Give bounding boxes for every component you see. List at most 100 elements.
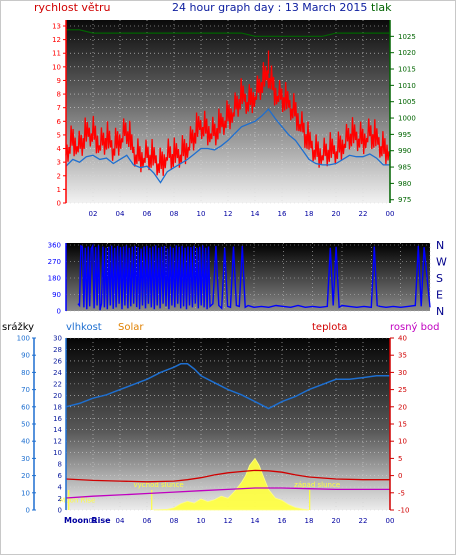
wind-y-tick-label: 6 — [57, 118, 62, 126]
rain-tick-label: 40 — [21, 438, 30, 446]
rain-label: srážky — [2, 321, 34, 333]
wind-x-tick-label: 06 — [143, 210, 152, 218]
climate-x-tick-label: 18 — [305, 517, 314, 525]
dewpoint-line — [65, 487, 390, 499]
humidity-tick-label: 0 — [58, 507, 62, 515]
rain-tick-label: 50 — [21, 421, 30, 429]
wind-y-tick-label: 8 — [57, 91, 61, 99]
direction-panel-series — [77, 243, 431, 311]
humidity-tick-label: 6 — [58, 472, 63, 480]
humidity-line — [65, 363, 390, 410]
humidity-tick-label: 20 — [53, 392, 62, 400]
climate-x-tick-label: 14 — [251, 517, 260, 525]
direction-y-tick-label: 90 — [52, 291, 61, 299]
solar-area — [153, 457, 310, 511]
pressure-tick-label: 975 — [398, 196, 411, 204]
wind-panel-axes: 02 04 06 08 10 12 14 16 18 20 22 000123456789101112… — [52, 20, 416, 218]
wind-panel-series — [65, 29, 391, 184]
humidity-tick-label: 30 — [53, 335, 62, 343]
humidity-tick-label: 8 — [58, 461, 62, 469]
pressure-tick-label: 1005 — [398, 98, 416, 106]
page-title: 24 hour graph day : 13 March 2015 — [172, 1, 367, 14]
climate-x-tick-label: 22 — [359, 517, 368, 525]
pressure-tick-label: 1020 — [398, 49, 416, 57]
compass-label: S — [436, 272, 443, 285]
climate-x-tick-label: 16 — [278, 517, 287, 525]
temperature-tick-label: 10 — [398, 438, 407, 446]
climate-x-tick-label: 08 — [170, 517, 179, 525]
temperature-tick-label: 15 — [398, 421, 407, 429]
humidity-label: vlhkost — [66, 322, 102, 333]
humidity-tick-label: 26 — [53, 357, 62, 365]
climate-panel-series: východ slunce západ slunce Moon Rise — [59, 363, 390, 511]
temperature-tick-label: 25 — [398, 386, 407, 394]
compass-label: N — [436, 239, 444, 252]
humidity-tick-label: 22 — [53, 380, 62, 388]
temperature-tick-label: 40 — [398, 335, 407, 343]
temperature-tick-label: 5 — [398, 455, 402, 463]
compass-label: E — [436, 289, 443, 302]
climate-x-tick-label: 12 — [224, 517, 233, 525]
temperature-tick-label: 20 — [398, 403, 407, 411]
temperature-tick-label: -10 — [398, 507, 409, 515]
wind-speed-label: rychlost větru — [34, 1, 110, 14]
rain-tick-label: 0 — [26, 507, 30, 515]
compass-label: N — [436, 305, 444, 318]
wind-y-tick-label: 12 — [52, 36, 61, 44]
wind-x-tick-label: 02 — [89, 210, 98, 218]
temperature-tick-label: 30 — [398, 369, 407, 377]
temperature-tick-label: 35 — [398, 352, 407, 360]
climate-x-tick-label: 06 — [143, 517, 152, 525]
temperature-tick-label: -5 — [398, 489, 405, 497]
rain-tick-label: 10 — [21, 489, 30, 497]
rain-tick-label: 30 — [21, 455, 30, 463]
pressure-label: tlak — [371, 1, 392, 14]
wind-x-tick-label: 04 — [116, 210, 125, 218]
wind-y-tick-label: 0 — [57, 200, 61, 208]
rain-tick-label: 70 — [21, 386, 30, 394]
temperature-tick-label: 0 — [398, 472, 402, 480]
humidity-tick-label: 16 — [53, 415, 62, 423]
humidity-tick-label: 18 — [53, 403, 62, 411]
wind-y-tick-label: 3 — [57, 159, 61, 167]
solar-label: Solar — [118, 322, 144, 333]
wind-y-tick-label: 7 — [57, 104, 61, 112]
rain-tick-label: 20 — [21, 472, 30, 480]
climate-x-tick-label: 00 — [386, 517, 395, 525]
direction-y-tick-label: 0 — [57, 308, 61, 316]
humidity-tick-label: 28 — [53, 346, 62, 354]
temperature-label: teplota — [312, 322, 347, 333]
wind-direction-line — [77, 243, 431, 311]
pressure-tick-label: 985 — [398, 164, 411, 172]
pressure-tick-label: 1025 — [398, 33, 416, 41]
pressure-tick-label: 990 — [398, 147, 411, 155]
pressure-tick-label: 1010 — [398, 82, 416, 90]
climate-x-tick-label: 20 — [332, 517, 341, 525]
wind-x-tick-label: 18 — [305, 210, 314, 218]
climate-x-tick-label: 02 — [89, 517, 98, 525]
wind-x-tick-label: 00 — [386, 210, 395, 218]
wind-x-tick-label: 22 — [359, 210, 368, 218]
rain-tick-label: 90 — [21, 352, 30, 360]
wind-y-tick-label: 1 — [57, 186, 61, 194]
wind-x-tick-label: 12 — [224, 210, 233, 218]
wind-y-tick-label: 2 — [57, 172, 61, 180]
wind-gust-line — [65, 62, 391, 176]
wind-x-tick-label: 14 — [251, 210, 260, 218]
direction-panel-axes: 0 N 90 E 180 S 270 W 360 N — [48, 239, 447, 318]
sunrise-annotation: východ slunce — [134, 481, 184, 489]
humidity-tick-label: 14 — [53, 426, 62, 434]
direction-y-tick-label: 360 — [48, 242, 61, 250]
temperature-line — [65, 469, 390, 483]
pressure-tick-label: 1015 — [398, 66, 416, 74]
humidity-tick-label: 12 — [53, 438, 62, 446]
wind-x-tick-label: 16 — [278, 210, 287, 218]
wind-y-tick-label: 13 — [52, 23, 61, 31]
wind-y-tick-label: 10 — [52, 63, 61, 71]
climate-x-tick-label: 04 — [116, 517, 125, 525]
moon-rise-axis-label: Moon Rise — [64, 516, 111, 525]
climate-x-tick-label: 10 — [197, 517, 206, 525]
rain-tick-label: 80 — [21, 369, 30, 377]
